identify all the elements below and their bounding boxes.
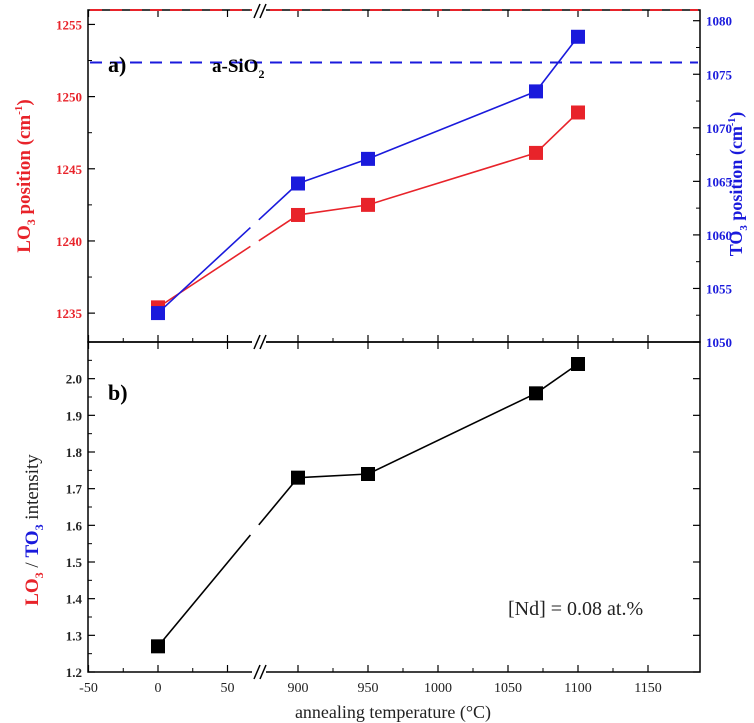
y-left-label-a: LO3 position (cm-1) [13, 99, 38, 252]
series-to3-line [367, 90, 537, 160]
x-tick-label: 1150 [634, 681, 661, 696]
axis-break-marks [252, 3, 267, 680]
x-tick-label: 900 [288, 681, 309, 696]
series-ratio-line [367, 392, 537, 475]
y-right-tick-label: 1055 [706, 281, 733, 296]
series-to3-line [157, 226, 251, 314]
series-lo3-point [571, 105, 585, 120]
x-tick-label: -50 [79, 681, 98, 696]
y-b-tick-label: 1.3 [66, 628, 83, 643]
y-b-tick-label: 2.0 [66, 372, 82, 387]
series-ratio-point [571, 357, 585, 371]
series-lo3-line [297, 204, 369, 216]
series-lo3-point [291, 207, 305, 222]
y-right-tick-label: 1065 [706, 174, 733, 189]
x-tick-label: 1050 [494, 681, 522, 696]
y-right-tick-label: 1050 [706, 335, 732, 350]
series-ratio-point [291, 470, 305, 485]
y-b-tick-label: 1.4 [66, 592, 83, 607]
series-lo3-point [529, 145, 543, 160]
y-b-tick-label: 1.8 [66, 445, 83, 460]
y-left-tick-label: 1250 [56, 90, 82, 105]
y-right-tick-label: 1075 [706, 67, 733, 82]
series-ratio-point [529, 386, 543, 401]
series-to3-point [151, 306, 165, 321]
y-b-tick-label: 1.9 [66, 408, 83, 423]
y-right-tick-label: 1060 [706, 228, 732, 243]
series-to3-point [571, 29, 585, 44]
panel-a-annotation: a-SiO2 [212, 56, 264, 81]
x-tick-label: 1100 [564, 681, 591, 696]
panel-b-label: b) [108, 380, 128, 405]
y-b-tick-label: 1.6 [66, 518, 83, 533]
y-right-tick-label: 1080 [706, 14, 732, 29]
series-ratio-line [157, 534, 252, 647]
panel-a-label: a) [108, 52, 126, 77]
y-label-b: LO3 / TO3 intensity [22, 454, 46, 606]
series-ratio-point [151, 639, 165, 654]
y-left-tick-label: 1240 [56, 234, 82, 249]
series-lo3-line [367, 152, 537, 206]
series-to3-point [529, 84, 543, 99]
y-b-tick-label: 1.2 [66, 665, 82, 680]
x-tick-label: 1000 [424, 681, 452, 696]
y-left-tick-label: 1255 [56, 17, 83, 32]
y-left-tick-label: 1245 [56, 162, 83, 177]
panel-b-frame [87, 341, 701, 673]
series-to3-line [297, 158, 369, 185]
series-ratio-line [258, 477, 299, 526]
series-lo3-point [361, 197, 375, 212]
x-tick-label: 50 [221, 681, 235, 696]
x-tick-label: 0 [155, 681, 162, 696]
series-to3-point [291, 176, 305, 191]
series-lo3-line [157, 245, 251, 309]
series-ratio-line [297, 473, 369, 479]
series-ratio-point [361, 467, 375, 481]
y-right-tick-label: 1070 [706, 121, 732, 136]
series-to3-line [535, 36, 579, 92]
y-b-tick-label: 1.7 [66, 482, 83, 497]
panel-b-annotation: [Nd] = 0.08 at.% [508, 598, 643, 620]
y-left-tick-label: 1235 [56, 306, 83, 321]
y-right-label-a: TO3 position (cm-1) [726, 112, 750, 257]
series-to3-point [361, 151, 375, 166]
x-tick-label: 950 [358, 681, 379, 696]
y-b-tick-label: 1.5 [66, 555, 83, 570]
x-axis-label: annealing temperature (°C) [295, 702, 491, 723]
